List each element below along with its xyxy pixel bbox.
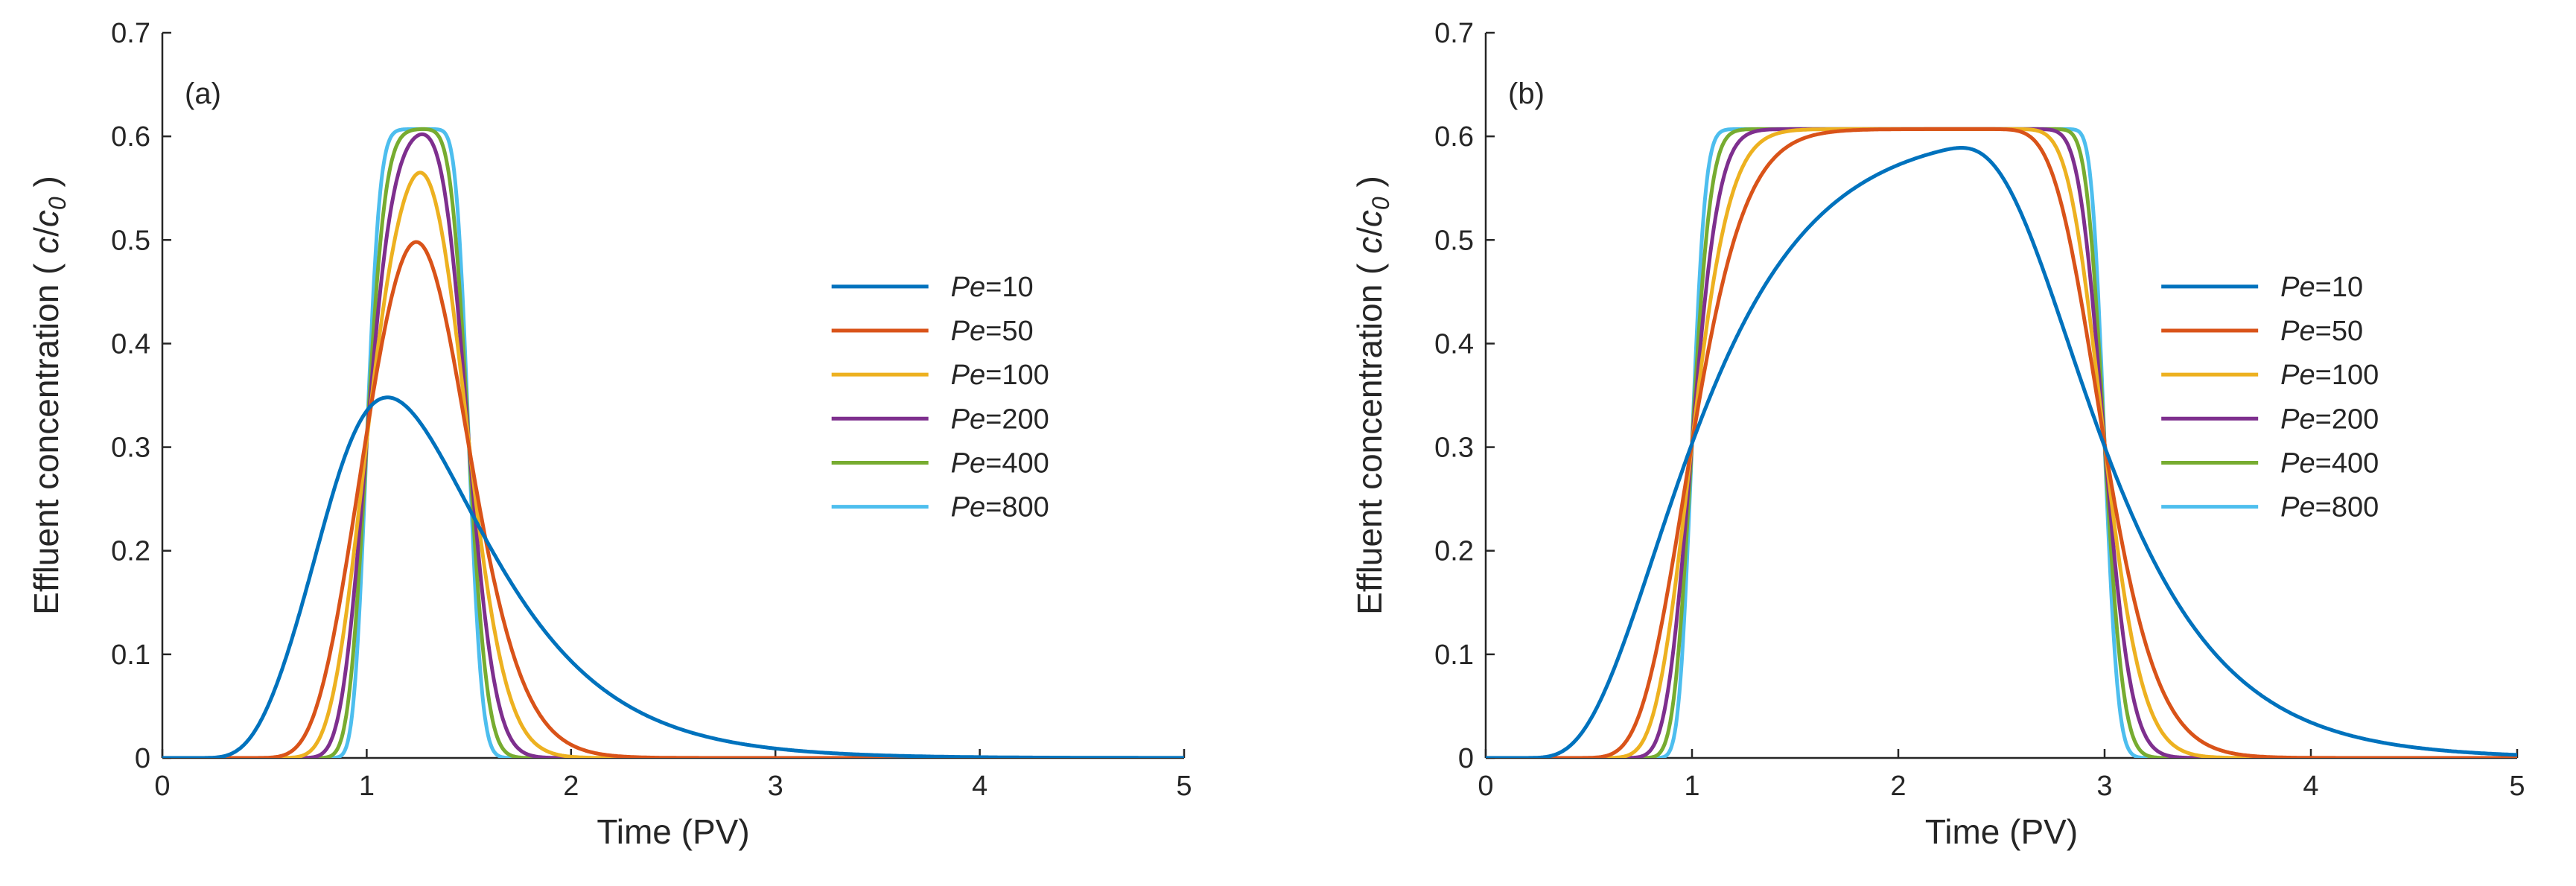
legend-label-pe-10: Pe=10 <box>2280 272 2363 303</box>
series-line-pe-10 <box>1486 146 2517 758</box>
series-line-pe-100 <box>162 170 1184 758</box>
x-tick-label: 5 <box>2509 771 2525 802</box>
x-tick-label: 3 <box>768 771 783 802</box>
x-tick-label: 5 <box>1176 771 1192 802</box>
x-tick-label: 0 <box>1478 771 1493 802</box>
legend-label-pe-200: Pe=200 <box>2280 404 2379 435</box>
series-line-pe-10 <box>162 395 1184 758</box>
legend-label-pe-400: Pe=400 <box>951 447 1049 479</box>
legend-label-pe-800: Pe=800 <box>2280 492 2379 523</box>
legend: Pe=10 Pe=50 Pe=100 Pe=200 Pe=400 Pe=800 <box>2161 272 2379 523</box>
panel-label: (a) <box>185 77 221 110</box>
legend-label-pe-800: Pe=800 <box>951 492 1049 523</box>
x-tick-label: 2 <box>563 771 579 802</box>
series-line-pe-100 <box>1486 127 2517 758</box>
x-tick-label: 2 <box>1890 771 1906 802</box>
series-line-pe-200 <box>162 132 1184 758</box>
x-tick-label: 3 <box>2096 771 2112 802</box>
x-axis-title: Time (PV) <box>597 812 749 851</box>
chart-panel-b: 0 1 2 3 4 5 0 0.1 0.2 0.3 0.4 0.5 0.6 0.7 Time (PV) Eff… <box>1350 18 2525 851</box>
y-axis-title: Effluent concentration ( c/c0 ) <box>1350 176 1394 615</box>
series-line-pe-800 <box>1486 127 2517 758</box>
series-line-pe-200 <box>1486 127 2517 758</box>
x-tick-label: 1 <box>1684 771 1699 802</box>
y-tick-label: 0.5 <box>111 225 150 256</box>
y-tick-label: 0.5 <box>1434 225 1474 256</box>
x-tick-label: 4 <box>972 771 988 802</box>
panel-label: (b) <box>1508 77 1545 110</box>
y-axis-title: Effluent concentration ( c/c0 ) <box>27 176 71 615</box>
y-tick-label: 0.7 <box>111 18 150 49</box>
y-tick-label: 0.7 <box>1434 18 1474 49</box>
series-line-pe-400 <box>162 127 1184 758</box>
legend-label-pe-50: Pe=50 <box>951 316 1034 347</box>
y-tick-label: 0.4 <box>111 328 150 360</box>
y-tick-label: 0.6 <box>1434 121 1474 153</box>
series-line-pe-400 <box>1486 127 2517 758</box>
legend-label-pe-200: Pe=200 <box>951 404 1049 435</box>
y-tick-label: 0.4 <box>1434 328 1474 360</box>
y-tick-label: 0 <box>135 743 150 774</box>
y-tick-label: 0.2 <box>1434 536 1474 567</box>
y-tick-label: 0.3 <box>111 433 150 464</box>
legend-label-pe-100: Pe=100 <box>951 360 1049 391</box>
x-tick-label: 0 <box>154 771 170 802</box>
y-tick-label: 0.1 <box>1434 640 1474 671</box>
legend: Pe=10 Pe=50 Pe=100 Pe=200 Pe=400 Pe=800 <box>831 272 1049 523</box>
x-tick-label: 1 <box>359 771 375 802</box>
series-line-pe-50 <box>1486 127 2517 758</box>
x-axis-title: Time (PV) <box>1925 812 2078 851</box>
legend-label-pe-100: Pe=100 <box>2280 360 2379 391</box>
series-line-pe-50 <box>162 240 1184 758</box>
legend-label-pe-50: Pe=50 <box>2280 316 2363 347</box>
legend-label-pe-400: Pe=400 <box>2280 447 2379 479</box>
legend-label-pe-10: Pe=10 <box>951 272 1034 303</box>
series-line-pe-800 <box>162 127 1184 758</box>
y-tick-label: 0 <box>1458 743 1474 774</box>
chart-panel-a: 0 1 2 3 4 5 0 0.1 0.2 0.3 0.4 0.5 0.6 0.7 Time (PV) Eff… <box>27 18 1192 851</box>
x-tick-label: 4 <box>2303 771 2318 802</box>
y-tick-label: 0.6 <box>111 121 150 153</box>
y-tick-label: 0.3 <box>1434 433 1474 464</box>
y-tick-label: 0.2 <box>111 536 150 567</box>
y-tick-label: 0.1 <box>111 640 150 671</box>
